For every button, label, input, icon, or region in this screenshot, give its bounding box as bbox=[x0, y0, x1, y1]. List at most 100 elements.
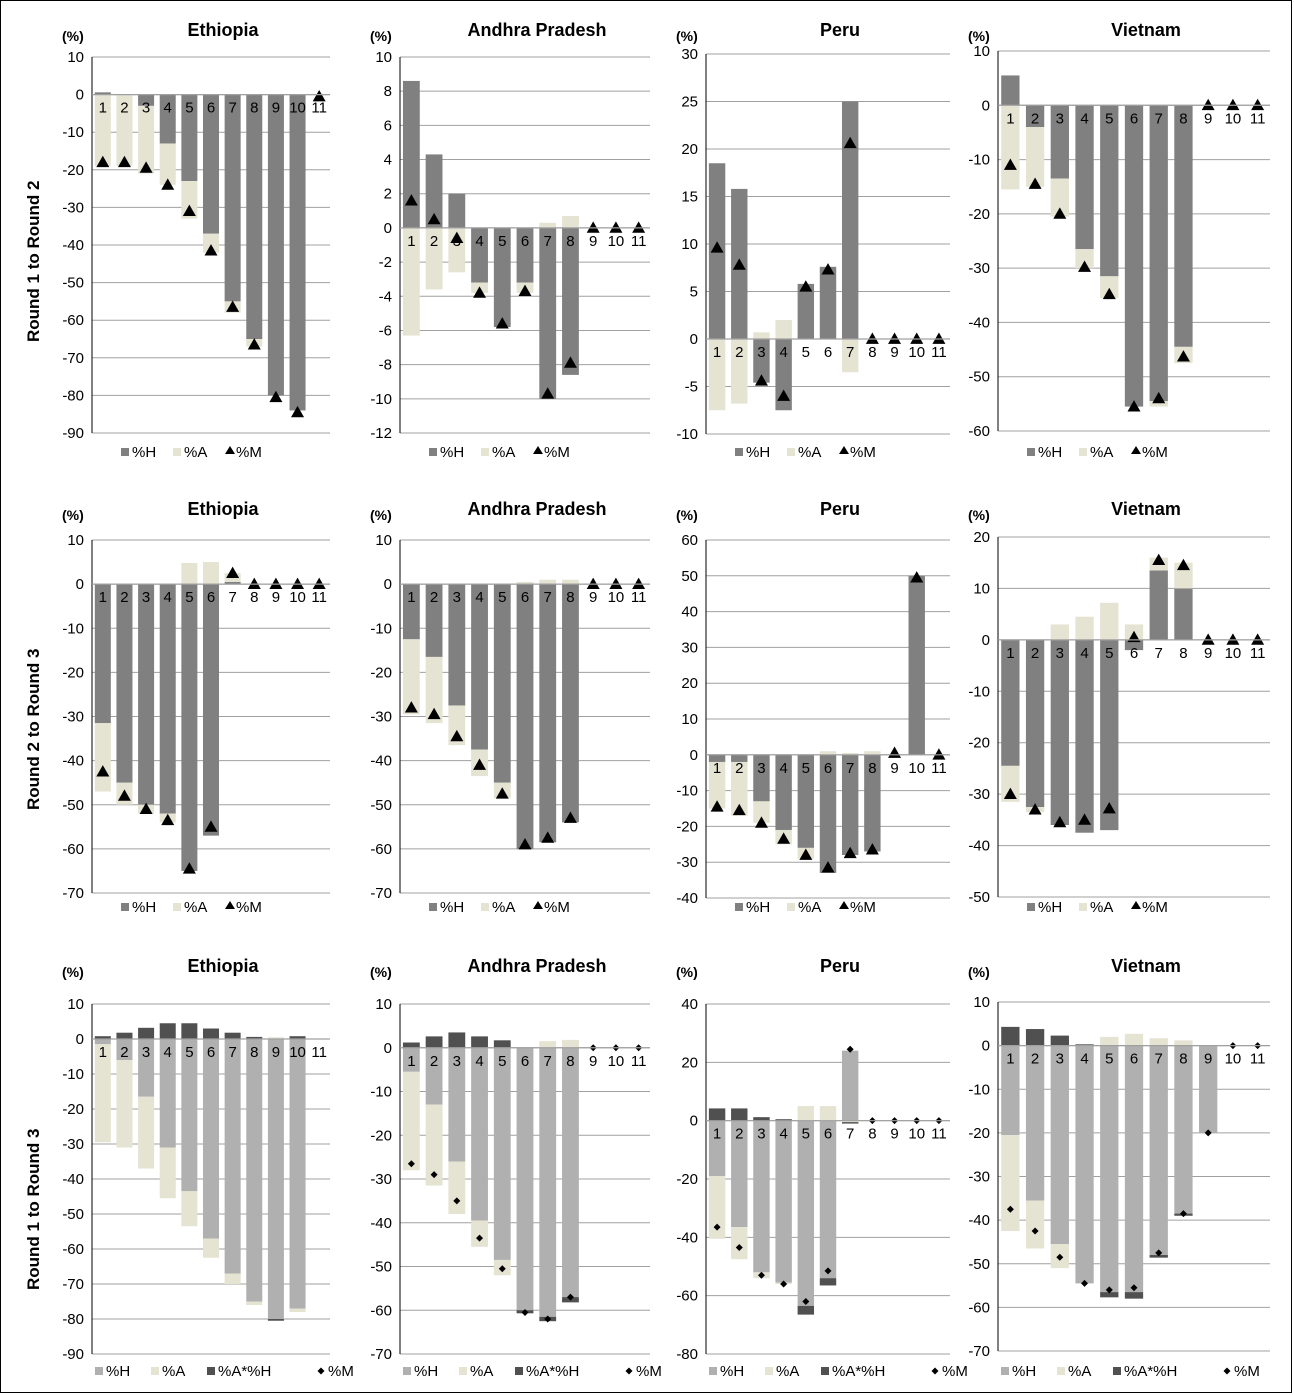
panel-11-ytick-label: -60 bbox=[676, 1288, 698, 1305]
panel-9-bar-ah-3 bbox=[138, 1027, 155, 1039]
panel-2-legend-swatch-h bbox=[429, 448, 437, 456]
panel-1-bar-a-6 bbox=[202, 233, 220, 253]
panel-12-category-label: 6 bbox=[1130, 1051, 1138, 1068]
panel-7-bar-a-7 bbox=[841, 753, 859, 755]
panel-3-ytick-label: -5 bbox=[685, 379, 698, 396]
panel-9-bar-h-2 bbox=[116, 1039, 133, 1060]
panel-1-category-label: 3 bbox=[142, 100, 150, 117]
panel-6-category-label: 11 bbox=[631, 589, 647, 606]
panel-9-legend-label: %A*%H bbox=[218, 1363, 271, 1380]
panel-9-legend-swatch-h bbox=[95, 1367, 103, 1375]
panel-8-legend-swatch-a bbox=[1079, 903, 1087, 911]
panel-5-ytick-label: -60 bbox=[62, 841, 84, 858]
panel-1-marker-m-5 bbox=[182, 204, 196, 217]
panel-1-marker-m-1 bbox=[96, 155, 110, 168]
panel-6-ytick-label: -20 bbox=[370, 664, 392, 681]
panel-5-marker-m-10 bbox=[291, 577, 305, 589]
panel-11-bar-ah-3 bbox=[753, 1117, 770, 1121]
panel-4-marker-m-5 bbox=[1102, 287, 1116, 300]
panel-1-marker-m-8 bbox=[247, 338, 261, 350]
panel-9-ytick-label: -40 bbox=[62, 1171, 84, 1188]
panel-2-marker-m-4 bbox=[473, 286, 487, 298]
panel-9-category-label: 6 bbox=[207, 1044, 215, 1061]
panel-11-ytick-label: 40 bbox=[681, 996, 698, 1013]
panel-11-category-label: 9 bbox=[890, 1126, 898, 1143]
panel-12-bar-h-6 bbox=[1124, 1045, 1144, 1293]
panel-10-unit-label: (%) bbox=[370, 964, 392, 980]
panel-2-bar-a-3 bbox=[448, 227, 466, 273]
panel-5-category-label: 11 bbox=[311, 589, 327, 606]
panel-1-marker-m-7 bbox=[226, 300, 240, 312]
panel-7-legend-label: %H bbox=[746, 899, 770, 916]
panel-11-marker-m-4 bbox=[780, 1280, 788, 1288]
panel-8-category-label: 7 bbox=[1155, 645, 1163, 662]
panel-4-category-label: 5 bbox=[1105, 110, 1113, 127]
panel-12-bar-a-5 bbox=[1100, 1036, 1119, 1046]
panel-3-category-label: 10 bbox=[908, 344, 925, 361]
panel-1-category-label: 6 bbox=[207, 100, 215, 117]
panel-2-legend-swatch-m bbox=[533, 446, 543, 454]
panel-5-bar-h-6 bbox=[202, 584, 220, 836]
panel-12-bar-h-5 bbox=[1100, 1045, 1119, 1293]
panel-11-title: Peru bbox=[820, 956, 860, 976]
panel-11-bar-h-6 bbox=[819, 1120, 837, 1279]
panel-3-bar-a-7 bbox=[841, 339, 859, 373]
panel-5-category-label: 3 bbox=[142, 589, 150, 606]
panel-8-ytick-label: -20 bbox=[968, 735, 990, 752]
panel-11-bar-a-6 bbox=[819, 1106, 837, 1121]
panel-9-category-label: 10 bbox=[289, 1044, 306, 1061]
panel-7-bar-a-2 bbox=[731, 761, 748, 816]
panel-11-ytick-label: 20 bbox=[681, 1054, 698, 1071]
panel-1-legend-swatch-h bbox=[121, 448, 129, 456]
panel-8-bar-h-6 bbox=[1124, 639, 1144, 651]
panel-2-marker-m-3 bbox=[450, 231, 464, 244]
panel-10-marker-m-7 bbox=[544, 1315, 552, 1323]
panel-12-marker-m-4 bbox=[1081, 1279, 1089, 1287]
panel-1-marker-m-4 bbox=[161, 178, 175, 190]
panel-5-category-label: 9 bbox=[272, 589, 280, 606]
panel-7-marker-m-1 bbox=[710, 800, 724, 812]
panel-8-category-label: 3 bbox=[1056, 645, 1064, 662]
panel-12-marker-m-8 bbox=[1179, 1210, 1187, 1218]
panel-10-bar-a-2 bbox=[425, 1104, 443, 1186]
panel-10-category-label: 8 bbox=[566, 1053, 574, 1070]
panel-3-ytick-label: -10 bbox=[676, 426, 698, 443]
panel-10-bar-ah-5 bbox=[493, 1040, 511, 1048]
panel-10-category-label: 6 bbox=[521, 1053, 529, 1070]
panel-5-marker-m-3 bbox=[139, 802, 153, 815]
row-label-3: Round 1 to Round 3 bbox=[24, 1128, 43, 1290]
panel-7-bar-a-6 bbox=[819, 751, 837, 755]
panel-2-marker-m-8 bbox=[563, 356, 577, 368]
panel-7-legend-swatch-m bbox=[839, 901, 849, 909]
panel-11-legend-swatch-a bbox=[765, 1367, 773, 1375]
panel-12-bar-a-2 bbox=[1025, 1200, 1045, 1249]
panel-9-bar-ah-10 bbox=[289, 1036, 306, 1039]
panel-8-marker-m-2 bbox=[1028, 803, 1042, 815]
panel-6-bar-a-6 bbox=[516, 581, 534, 585]
panel-6-marker-m-6 bbox=[518, 837, 532, 850]
panel-1-ytick-label: -90 bbox=[62, 425, 84, 442]
panel-12-bar-ah-2 bbox=[1025, 1029, 1045, 1046]
panel-7-marker-m-8 bbox=[865, 843, 879, 855]
panel-4-legend-swatch-h bbox=[1027, 448, 1035, 456]
panel-6-marker-m-7 bbox=[541, 831, 555, 843]
panel-6-category-label: 10 bbox=[608, 589, 625, 606]
panel-9-bar-a-8 bbox=[246, 1301, 263, 1305]
panel-3-marker-m-11 bbox=[932, 332, 946, 344]
panel-2-marker-m-11 bbox=[632, 221, 646, 233]
panel-7-ytick-label: -20 bbox=[676, 818, 698, 835]
panel-2-bar-a-1 bbox=[402, 227, 420, 336]
panel-2-marker-m-5 bbox=[495, 317, 509, 329]
panel-3-category-label: 1 bbox=[713, 344, 721, 361]
panel-7-ytick-label: -40 bbox=[676, 890, 698, 907]
panel-3-category-label: 11 bbox=[931, 344, 947, 361]
panel-11-bar-ah-6 bbox=[819, 1278, 837, 1286]
panel-9-bar-h-3 bbox=[138, 1039, 155, 1097]
panel-10-bar-h-5 bbox=[493, 1047, 511, 1260]
panel-11-legend-label: %A bbox=[776, 1363, 799, 1380]
panel-12-bar-h-2 bbox=[1025, 1045, 1045, 1201]
panel-3-bar-h-6 bbox=[819, 266, 837, 339]
panel-7-marker-m-10 bbox=[910, 571, 924, 583]
panel-4-marker-m-4 bbox=[1078, 260, 1092, 272]
panel-7-bar-a-1 bbox=[708, 761, 726, 809]
